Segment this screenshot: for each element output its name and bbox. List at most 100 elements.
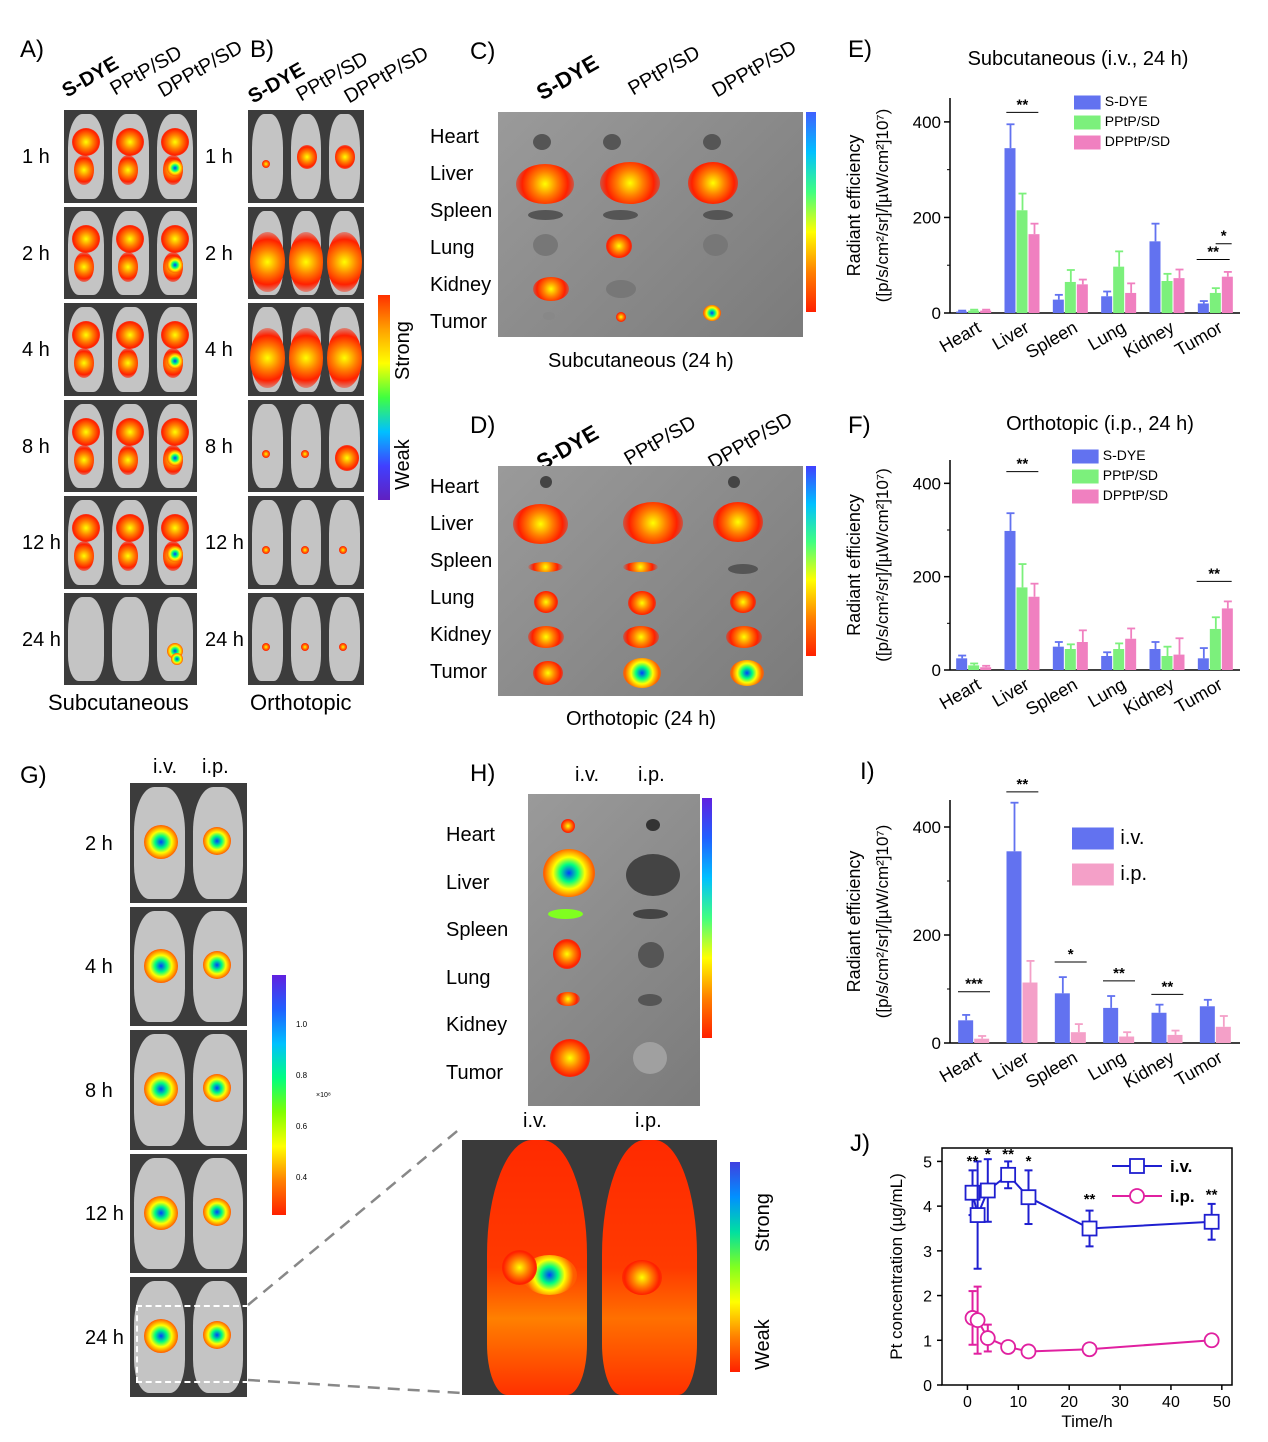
organ-label: Tumor — [430, 661, 488, 683]
time-label: 8 h — [22, 435, 50, 458]
panel-b-caption: Orthotopic — [250, 690, 352, 715]
mouse-image — [64, 110, 197, 203]
x-axis-label: Time/h — [1061, 1412, 1112, 1431]
bar — [1151, 1012, 1167, 1043]
col-label-c-pptp: PPtP/SD — [624, 41, 704, 101]
legend-label: S-DYE — [1103, 447, 1146, 463]
legend-swatch — [1074, 135, 1101, 150]
legend-label: PPtP/SD — [1103, 467, 1158, 483]
bar — [1215, 1026, 1231, 1043]
y-tick-label: 0 — [923, 1378, 932, 1395]
y-axis-label-line1: Radiant efficiency — [844, 851, 864, 993]
legend-label: DPPtP/SD — [1103, 487, 1168, 503]
significance-label: ** — [1016, 96, 1028, 113]
legend-swatch — [1072, 489, 1099, 504]
bar — [1016, 210, 1028, 313]
organ-label: Lung — [446, 966, 491, 989]
legend-label: i.v. — [1120, 827, 1144, 849]
bar — [968, 665, 980, 670]
time-label: 2 h — [85, 832, 113, 855]
bar — [1070, 1032, 1086, 1043]
organ-label: Kidney — [430, 274, 492, 296]
zoom-col-label-ip: i.p. — [635, 1110, 662, 1132]
y-tick-label: 400 — [913, 474, 941, 493]
colorbar-ab — [378, 295, 390, 500]
legend-label: i.p. — [1120, 863, 1147, 885]
category-label: Tumor — [1171, 1047, 1225, 1090]
bar — [1167, 1034, 1183, 1043]
y-axis-label-line1: Radiant efficiency — [844, 135, 864, 277]
legend-marker — [1129, 1158, 1145, 1174]
significance-label: ** — [1002, 1146, 1014, 1163]
category-label: Spleen — [1022, 674, 1081, 719]
time-label: 24 h — [85, 1326, 124, 1349]
bar — [974, 1038, 990, 1043]
legend-label: S-DYE — [1105, 93, 1148, 109]
colorbar-g-tick-4: 0.4 — [296, 1173, 308, 1182]
y-tick-label: 5 — [923, 1154, 932, 1171]
bar — [1022, 982, 1038, 1043]
data-point — [1020, 1189, 1037, 1206]
significance-label: ** — [1016, 776, 1028, 793]
legend-swatch — [1072, 469, 1099, 484]
time-label: 12 h — [85, 1203, 124, 1226]
colorbar-c — [806, 112, 816, 312]
mouse-image — [248, 399, 364, 492]
col-label-h-iv: i.v. — [575, 764, 600, 786]
colorbar-d — [806, 466, 816, 656]
organ-label: Tumor — [446, 1061, 504, 1084]
zoom-scale-weak: Weak — [752, 1319, 774, 1370]
scale-weak-label: Weak — [392, 439, 414, 490]
category-label: Spleen — [1022, 317, 1081, 362]
x-tick-label: 50 — [1213, 1394, 1231, 1411]
organ-label: Kidney — [446, 1014, 508, 1036]
bar — [1149, 649, 1161, 670]
plot-frame — [941, 1147, 1233, 1386]
data-point — [979, 1330, 996, 1346]
zoom-connector-lines — [247, 1126, 463, 1395]
mouse-image — [130, 783, 247, 903]
bar — [1161, 280, 1173, 313]
y-tick-label: 200 — [913, 568, 941, 587]
bar — [1052, 646, 1064, 670]
col-label-g-iv: i.v. — [153, 756, 178, 778]
mouse-image — [130, 1277, 247, 1397]
significance-label: * — [1221, 228, 1227, 245]
organ-label: Heart — [430, 126, 479, 148]
legend-swatch — [1074, 95, 1101, 110]
legend-swatch — [1072, 827, 1114, 850]
zoom-scale-strong: Strong — [752, 1193, 774, 1252]
zoom-col-label-iv: i.v. — [523, 1110, 548, 1132]
data-point — [1081, 1220, 1098, 1237]
data-point — [1000, 1166, 1017, 1183]
y-axis-label-line2: ([p/s/cm²/sr]/[µW/cm²]10⁷) — [873, 468, 892, 662]
organ-label: Liver — [446, 871, 490, 894]
data-point — [1020, 1343, 1037, 1360]
bar — [1006, 851, 1022, 1043]
time-label: 4 h — [205, 339, 233, 362]
bar — [1173, 654, 1185, 670]
time-label: 12 h — [22, 532, 61, 555]
time-label: 24 h — [205, 628, 244, 651]
bar — [1161, 656, 1173, 670]
significance-label: ** — [967, 1153, 979, 1170]
y-tick-label: 3 — [923, 1244, 932, 1261]
mouse-image — [248, 206, 364, 299]
chart-j: 0 10 20 30 40 50 0 1 2 3 4 5 Time/h Pt concentration … — [887, 1146, 1233, 1431]
col-label-g-ip: i.p. — [202, 756, 229, 778]
y-tick-label: 0 — [932, 304, 941, 323]
panel-label-e: E) — [848, 36, 872, 63]
mouse-image — [64, 592, 197, 685]
mouse-image — [248, 592, 364, 685]
x-tick-label: 20 — [1060, 1394, 1078, 1411]
significance-label: ** — [1208, 565, 1220, 582]
category-label: Heart — [936, 317, 984, 356]
legend-swatch — [1074, 115, 1101, 130]
panel-label-a: A) — [20, 36, 44, 63]
bar — [1113, 266, 1125, 313]
bar — [1103, 1007, 1119, 1043]
significance-label: ** — [1016, 456, 1028, 473]
x-tick-label: 40 — [1162, 1394, 1180, 1411]
significance-label: *** — [965, 976, 983, 993]
